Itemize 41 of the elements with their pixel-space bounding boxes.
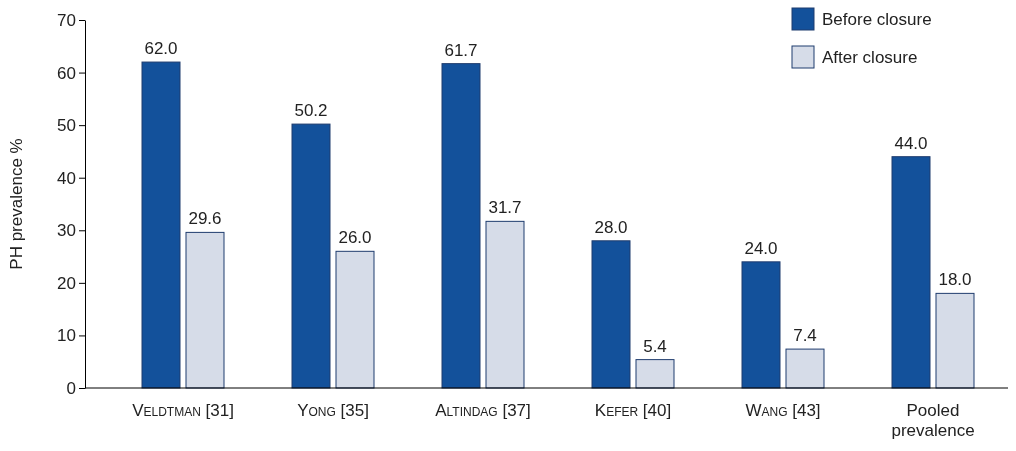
x-tick-label: Wang [43] — [745, 400, 821, 420]
bar — [185, 231, 225, 389]
bar — [485, 220, 525, 389]
data-label: 29.6 — [188, 209, 222, 229]
data-label: 61.7 — [444, 40, 478, 60]
x-tick-label: Pooled prevalence — [891, 400, 975, 441]
bar — [441, 63, 481, 389]
legend-label: Before closure — [822, 10, 932, 29]
y-tick-label: 20 — [57, 273, 76, 293]
y-tick-label: 40 — [57, 168, 76, 188]
bar — [741, 261, 781, 389]
y-tick-label: 30 — [57, 221, 76, 241]
data-label: 24.0 — [744, 238, 778, 258]
data-label: 62.0 — [144, 39, 178, 59]
bar — [935, 292, 975, 389]
data-label: 7.4 — [793, 326, 817, 346]
data-label: 28.0 — [594, 217, 628, 237]
data-label: 18.0 — [938, 270, 972, 290]
bar — [591, 240, 631, 389]
bar — [141, 61, 181, 389]
legend-label: After closure — [822, 48, 918, 67]
y-tick-label: 50 — [57, 116, 76, 136]
data-label: 26.0 — [338, 228, 372, 248]
y-tick-label: 60 — [57, 63, 76, 83]
bar — [291, 123, 331, 389]
data-label: 44.0 — [894, 133, 928, 153]
x-tick-label: Kefer [40] — [594, 400, 672, 420]
bar — [891, 156, 931, 389]
x-tick-label: Altindag [37] — [435, 400, 531, 420]
data-label: 50.2 — [294, 101, 328, 121]
y-tick-label: 0 — [66, 378, 76, 398]
data-label: 31.7 — [488, 198, 522, 218]
bar — [635, 359, 675, 389]
x-tick-label: Veldtman [31] — [132, 400, 234, 420]
y-axis-title: PH prevalence % — [7, 138, 26, 270]
bar — [785, 348, 825, 389]
y-tick-label: 10 — [57, 326, 76, 346]
y-tick-label: 70 — [57, 10, 76, 30]
data-label: 5.4 — [643, 336, 667, 356]
x-tick-label: Yong [35] — [297, 400, 369, 420]
bar — [335, 250, 375, 389]
